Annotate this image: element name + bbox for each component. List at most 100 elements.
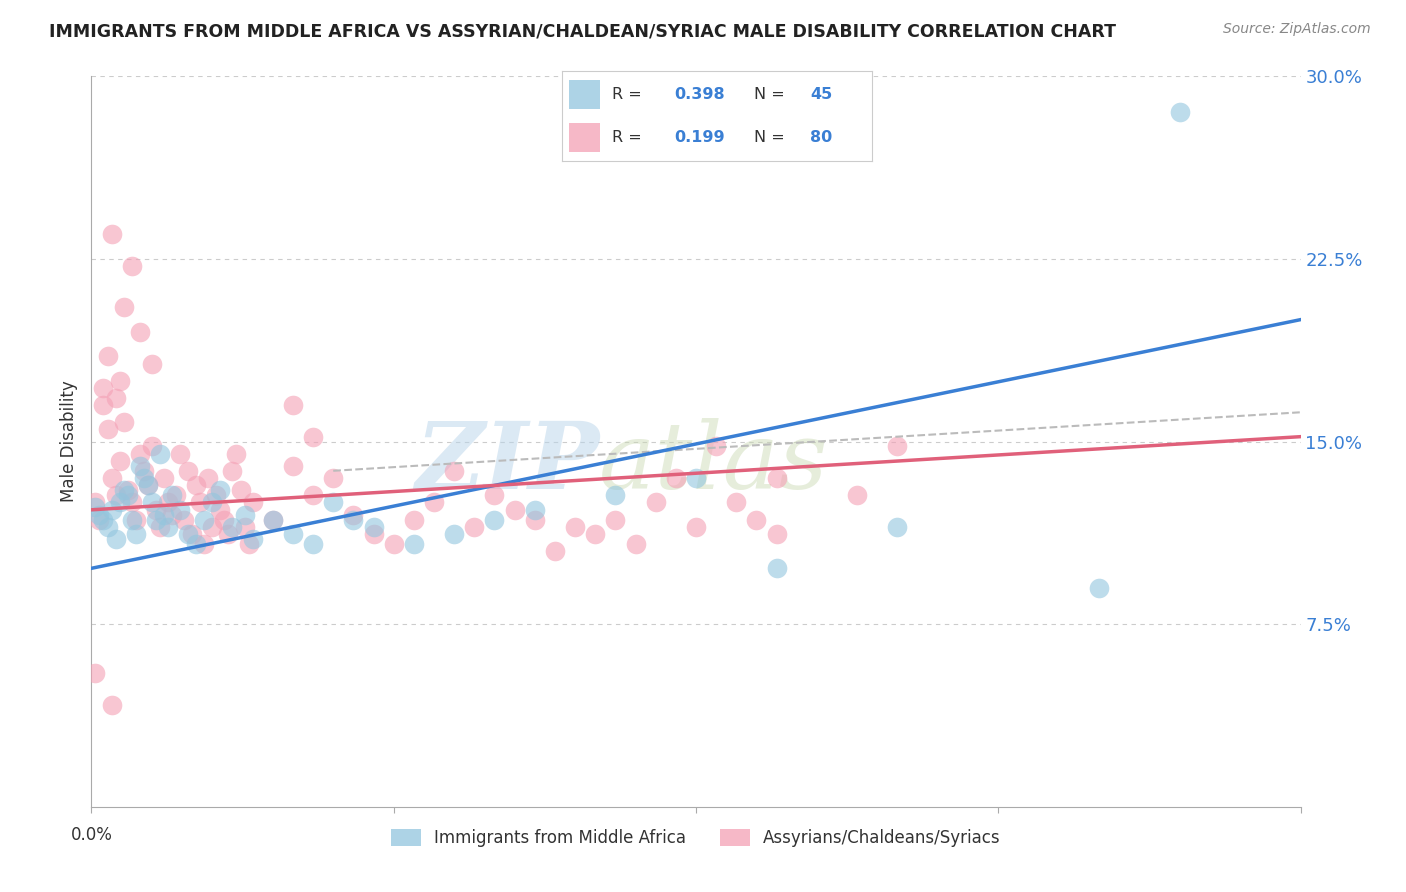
Point bbox=[100, 698, 122, 712]
Point bbox=[100, 471, 122, 485]
Point bbox=[765, 561, 787, 575]
Text: R =: R = bbox=[612, 87, 647, 102]
Point bbox=[186, 478, 208, 492]
Point bbox=[262, 512, 284, 526]
Point bbox=[209, 503, 232, 517]
Point bbox=[765, 527, 787, 541]
Point bbox=[108, 495, 131, 509]
Point bbox=[322, 495, 344, 509]
Point bbox=[363, 520, 385, 534]
Point bbox=[108, 374, 131, 388]
Point bbox=[173, 512, 195, 526]
Text: Source: ZipAtlas.com: Source: ZipAtlas.com bbox=[1223, 22, 1371, 37]
Point bbox=[221, 464, 243, 478]
Point bbox=[238, 537, 260, 551]
Text: ZIP: ZIP bbox=[415, 418, 599, 508]
Point bbox=[363, 527, 385, 541]
Point bbox=[322, 471, 344, 485]
Point bbox=[141, 439, 163, 453]
Point bbox=[112, 301, 135, 315]
Point bbox=[886, 439, 908, 453]
Point bbox=[725, 495, 748, 509]
Point bbox=[205, 488, 228, 502]
Point bbox=[605, 488, 627, 502]
Point bbox=[484, 488, 506, 502]
Text: atlas: atlas bbox=[599, 418, 828, 508]
Text: IMMIGRANTS FROM MIDDLE AFRICA VS ASSYRIAN/CHALDEAN/SYRIAC MALE DISABILITY CORREL: IMMIGRANTS FROM MIDDLE AFRICA VS ASSYRIA… bbox=[49, 22, 1116, 40]
Point bbox=[141, 357, 163, 371]
Point bbox=[281, 527, 304, 541]
Point bbox=[463, 520, 485, 534]
Point bbox=[193, 512, 215, 526]
Point bbox=[423, 495, 446, 509]
Point bbox=[121, 259, 143, 273]
Point bbox=[145, 512, 167, 526]
Point bbox=[342, 508, 364, 522]
Point bbox=[108, 454, 131, 468]
Point bbox=[177, 464, 200, 478]
Point bbox=[117, 483, 139, 498]
Point bbox=[96, 520, 118, 534]
Point bbox=[544, 544, 567, 558]
Point bbox=[89, 508, 111, 522]
Point bbox=[169, 503, 191, 517]
Point bbox=[342, 512, 364, 526]
Point bbox=[188, 495, 211, 509]
Point bbox=[745, 512, 768, 526]
Text: 0.398: 0.398 bbox=[673, 87, 724, 102]
Point bbox=[104, 532, 127, 546]
Point bbox=[281, 398, 304, 412]
Point bbox=[186, 537, 208, 551]
Point bbox=[242, 532, 264, 546]
Point bbox=[217, 527, 239, 541]
Point bbox=[214, 512, 236, 526]
Point bbox=[132, 464, 155, 478]
Point bbox=[665, 471, 688, 485]
Point bbox=[197, 471, 219, 485]
Point bbox=[153, 508, 176, 522]
Point bbox=[523, 512, 546, 526]
FancyBboxPatch shape bbox=[568, 123, 599, 152]
Point bbox=[89, 512, 111, 526]
Point bbox=[156, 495, 179, 509]
Point bbox=[685, 471, 707, 485]
Text: R =: R = bbox=[612, 130, 647, 145]
Point bbox=[382, 537, 405, 551]
Point bbox=[605, 512, 627, 526]
Point bbox=[169, 447, 191, 461]
Point bbox=[93, 398, 115, 412]
Point bbox=[484, 512, 506, 526]
Point bbox=[443, 464, 465, 478]
Text: 80: 80 bbox=[810, 130, 832, 145]
Point bbox=[1168, 105, 1191, 120]
Point bbox=[624, 537, 647, 551]
Point bbox=[149, 520, 172, 534]
Point bbox=[302, 488, 325, 502]
Point bbox=[104, 391, 127, 405]
Text: 0.199: 0.199 bbox=[673, 130, 724, 145]
Point bbox=[402, 512, 425, 526]
Point bbox=[1088, 581, 1111, 595]
Point bbox=[233, 508, 256, 522]
Point bbox=[93, 381, 115, 395]
Point bbox=[704, 439, 727, 453]
Point bbox=[201, 495, 224, 509]
Point bbox=[503, 503, 526, 517]
Point bbox=[209, 483, 232, 498]
Point bbox=[93, 512, 115, 526]
Point bbox=[153, 471, 176, 485]
Point bbox=[262, 512, 284, 526]
Text: 45: 45 bbox=[810, 87, 832, 102]
Point bbox=[149, 447, 172, 461]
Point bbox=[177, 527, 200, 541]
Point bbox=[125, 512, 148, 526]
Point bbox=[886, 520, 908, 534]
Point bbox=[281, 458, 304, 473]
Point bbox=[181, 527, 204, 541]
Point bbox=[302, 537, 325, 551]
Point bbox=[112, 483, 135, 498]
Point bbox=[193, 537, 215, 551]
Point bbox=[128, 325, 150, 339]
Point bbox=[233, 520, 256, 534]
Point bbox=[156, 520, 179, 534]
